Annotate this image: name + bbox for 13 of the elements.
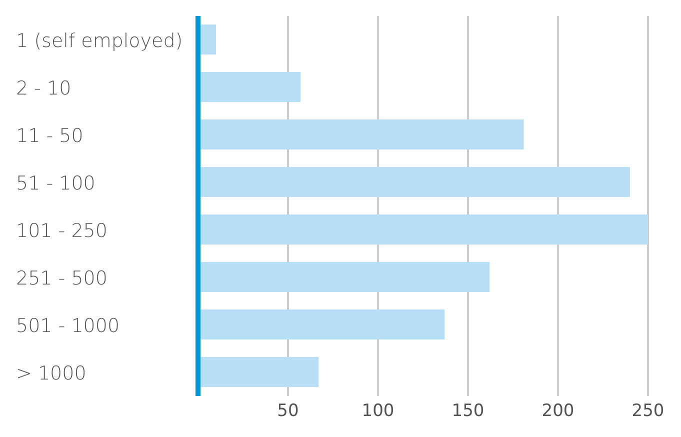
y-tick-label: 51 - 100	[16, 172, 96, 194]
y-tick-label: 251 - 500	[16, 267, 108, 290]
y-tick-label: > 1000	[16, 362, 86, 384]
x-tick-label: 100	[362, 401, 394, 422]
x-tick-label: 150	[452, 401, 484, 422]
y-tick-label: 101 - 250	[16, 220, 108, 242]
y-tick-label: 2 - 10	[16, 77, 72, 100]
y-tick-label: 1 (self employed)	[16, 30, 183, 52]
x-tick-label: 50	[277, 401, 299, 422]
y-tick-label: 11 - 50	[16, 124, 84, 147]
x-tick-label: 250	[632, 401, 664, 422]
x-tick-label: 200	[542, 401, 574, 422]
y-tick-label: 501 - 1000	[16, 314, 120, 337]
